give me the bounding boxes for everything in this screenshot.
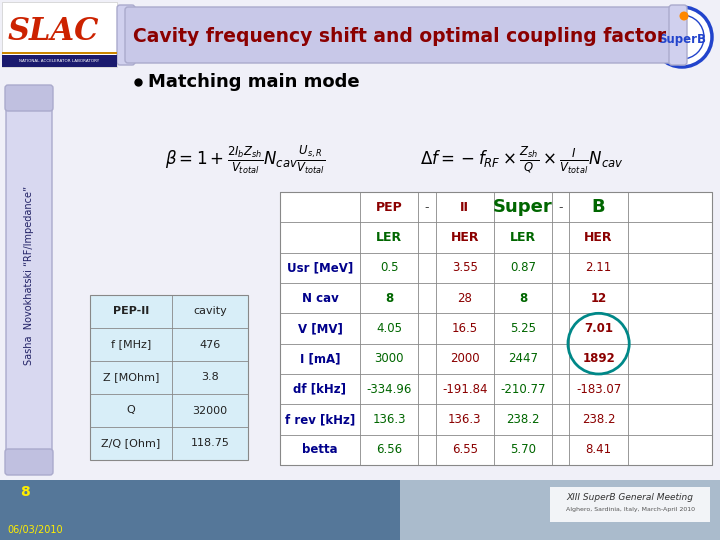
Text: $\beta = 1 + \frac{2I_b Z_{sh}}{V_{total}} N_{cav} \frac{U_{s,R}}{V_{total}}$: $\beta = 1 + \frac{2I_b Z_{sh}}{V_{total…	[165, 144, 325, 176]
Text: Q: Q	[127, 406, 135, 415]
Text: -183.07: -183.07	[576, 383, 621, 396]
Circle shape	[680, 11, 688, 21]
Text: 2.11: 2.11	[585, 261, 612, 274]
Bar	[550, 487, 710, 522]
Text: cavity: cavity	[193, 307, 227, 316]
Bar	[0, 480, 400, 540]
Bar	[0, 480, 720, 540]
FancyBboxPatch shape	[5, 85, 53, 111]
Text: -210.77: -210.77	[500, 383, 546, 396]
Text: 8: 8	[385, 292, 393, 305]
Text: 12: 12	[590, 292, 607, 305]
Text: PEP-II: PEP-II	[113, 307, 149, 316]
FancyBboxPatch shape	[6, 86, 52, 474]
Bar	[0, 515, 720, 540]
Bar	[90, 295, 248, 460]
Text: df [kHz]: df [kHz]	[294, 383, 346, 396]
Text: 3000: 3000	[374, 352, 404, 366]
Text: 0.5: 0.5	[380, 261, 398, 274]
Text: Usr [MeV]: Usr [MeV]	[287, 261, 353, 274]
Text: 3.55: 3.55	[451, 261, 477, 274]
Text: SuperB: SuperB	[658, 33, 706, 46]
Text: V [MV]: V [MV]	[297, 322, 343, 335]
Text: $\Delta f = -f_{RF} \times \frac{Z_{sh}}{Q} \times \frac{I}{V_{total}} N_{cav}$: $\Delta f = -f_{RF} \times \frac{Z_{sh}}…	[420, 144, 624, 176]
Text: -: -	[425, 201, 429, 214]
Text: B: B	[592, 198, 606, 216]
Bar	[400, 480, 720, 540]
Circle shape	[660, 15, 704, 59]
Text: SLAC: SLAC	[8, 17, 99, 48]
Text: -191.84: -191.84	[442, 383, 487, 396]
Text: 2447: 2447	[508, 352, 538, 366]
Text: 8: 8	[20, 485, 30, 499]
Bar	[0, 500, 720, 540]
Bar	[0, 0, 720, 480]
Text: 118.75: 118.75	[191, 438, 230, 449]
Text: Z/Q [Ohm]: Z/Q [Ohm]	[102, 438, 161, 449]
Text: PEP: PEP	[376, 201, 402, 214]
Text: Cavity frequency shift and optimal coupling factor: Cavity frequency shift and optimal coupl…	[133, 26, 667, 45]
Text: 06/03/2010: 06/03/2010	[7, 525, 63, 535]
Text: 3.8: 3.8	[201, 373, 219, 382]
Text: Sasha  Novokhatski “RF/Impedance”: Sasha Novokhatski “RF/Impedance”	[24, 185, 34, 364]
FancyBboxPatch shape	[117, 5, 135, 65]
Text: 7.01: 7.01	[584, 322, 613, 335]
Text: 2000: 2000	[450, 352, 480, 366]
Bar	[280, 192, 712, 465]
Text: 8: 8	[519, 292, 527, 305]
Text: Matching main mode: Matching main mode	[148, 73, 359, 91]
Text: 136.3: 136.3	[372, 413, 406, 426]
Text: betta: betta	[302, 443, 338, 456]
Bar	[2, 55, 117, 67]
Text: 6.55: 6.55	[451, 443, 477, 456]
Text: HER: HER	[585, 231, 613, 244]
Text: 5.70: 5.70	[510, 443, 536, 456]
Text: 6.56: 6.56	[376, 443, 402, 456]
Text: f [MHz]: f [MHz]	[111, 340, 151, 349]
Circle shape	[652, 7, 712, 67]
Text: -: -	[559, 201, 563, 214]
Text: 16.5: 16.5	[451, 322, 478, 335]
Bar	[0, 480, 720, 500]
Text: 476: 476	[199, 340, 221, 349]
Text: I [mA]: I [mA]	[300, 352, 341, 366]
Text: 32000: 32000	[192, 406, 228, 415]
Bar	[2, 2, 117, 67]
Text: NATIONAL ACCELERATOR LABORATORY: NATIONAL ACCELERATOR LABORATORY	[19, 59, 99, 63]
Text: 136.3: 136.3	[448, 413, 482, 426]
Text: 5.25: 5.25	[510, 322, 536, 335]
Text: -334.96: -334.96	[366, 383, 412, 396]
Text: Super: Super	[493, 198, 553, 216]
Text: N cav: N cav	[302, 292, 338, 305]
Text: 28: 28	[457, 292, 472, 305]
Text: 8.41: 8.41	[585, 443, 612, 456]
Text: XIII SuperB General Meeting: XIII SuperB General Meeting	[567, 492, 693, 502]
Text: LER: LER	[376, 231, 402, 244]
Text: 238.2: 238.2	[582, 413, 616, 426]
Text: Z [MOhm]: Z [MOhm]	[103, 373, 159, 382]
Text: 238.2: 238.2	[506, 413, 540, 426]
Text: LER: LER	[510, 231, 536, 244]
FancyBboxPatch shape	[669, 5, 687, 65]
Text: Alghero, Sardinia, Italy, March-April 2010: Alghero, Sardinia, Italy, March-April 20…	[565, 508, 695, 512]
Text: 0.87: 0.87	[510, 261, 536, 274]
FancyBboxPatch shape	[5, 449, 53, 475]
Text: f rev [kHz]: f rev [kHz]	[285, 413, 355, 426]
Text: 4.05: 4.05	[376, 322, 402, 335]
Text: HER: HER	[451, 231, 479, 244]
Bar	[2, 52, 117, 54]
Text: 1892: 1892	[582, 352, 615, 366]
FancyBboxPatch shape	[125, 7, 676, 63]
Text: II: II	[460, 201, 469, 214]
